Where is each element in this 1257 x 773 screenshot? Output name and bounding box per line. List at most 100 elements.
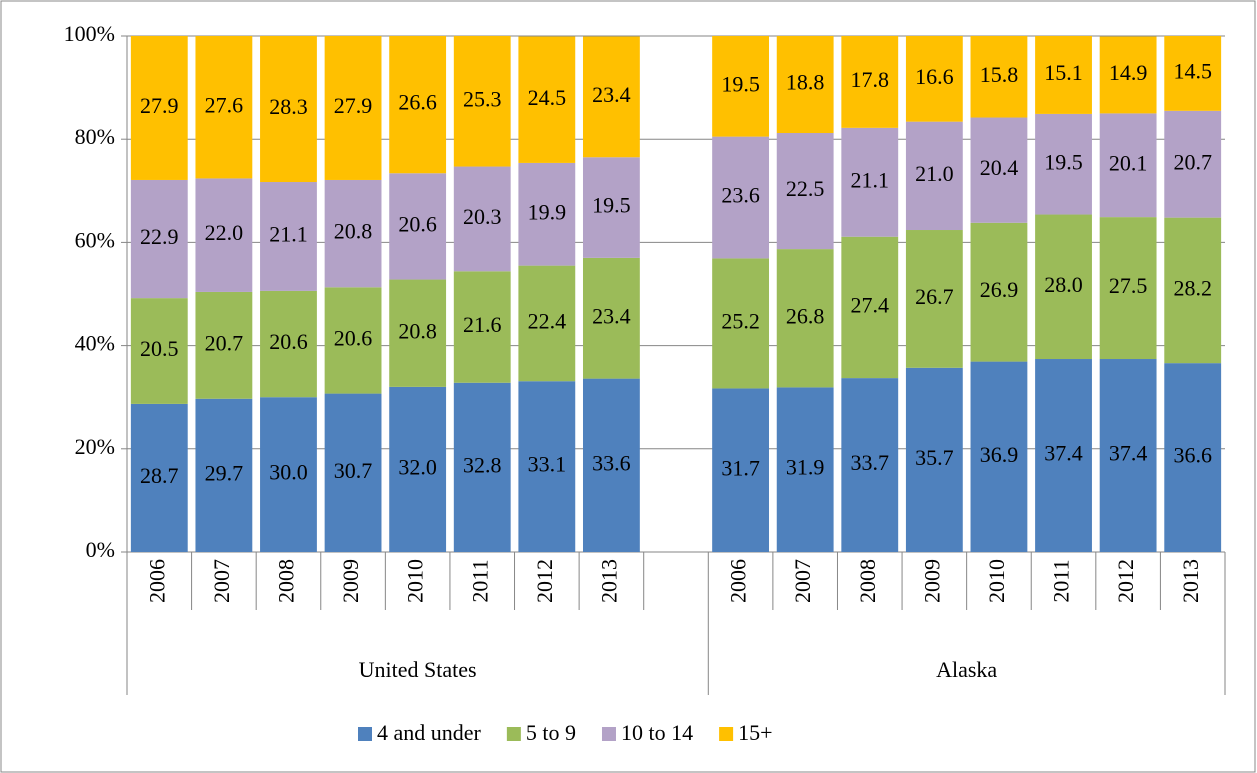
legend-swatch [719,727,734,741]
data-label: 27.9 [140,93,179,118]
x-tick-label: 2006 [144,559,169,603]
bar-segment [841,236,899,379]
bar-segment [582,36,640,158]
x-tick-label: 2013 [1178,559,1203,603]
x-tick-label: 2006 [726,559,751,603]
bar-segment [195,178,253,292]
data-label: 20.4 [980,155,1019,180]
data-label: 23.6 [721,183,760,208]
data-label: 23.4 [592,303,631,328]
bar-segment [841,127,899,237]
bar-segment [1164,217,1222,364]
data-label: 20.7 [205,330,244,355]
legend-label: 5 to 9 [526,720,576,745]
bar-segment [712,258,770,389]
data-label: 30.0 [269,460,308,485]
data-label: 21.1 [851,167,890,192]
data-label: 25.3 [463,86,502,111]
bar-segment [518,162,576,266]
data-label: 19.5 [592,193,631,218]
bar-segment [1164,110,1222,218]
bar-segment [582,378,640,552]
data-label: 27.5 [1109,273,1148,298]
data-label: 20.8 [334,219,373,244]
bar-segment [970,36,1028,118]
legend-label: 4 and under [377,720,482,745]
bar-segment [582,257,640,379]
data-label: 20.6 [334,325,373,350]
data-label: 26.6 [398,90,437,115]
bar-segment [1164,36,1222,111]
data-label: 22.9 [140,224,179,249]
y-tick-label: 80% [75,124,115,149]
bar-segment [453,382,511,552]
data-label: 32.8 [463,452,502,477]
bar-segment [260,397,317,552]
x-tick-label: 2008 [855,559,880,603]
bar-segment [324,36,382,180]
data-label: 36.9 [980,442,1019,467]
data-label: 20.3 [463,204,502,229]
data-label: 37.4 [1044,441,1083,466]
bar-segment [518,381,576,552]
x-tick-label: 2009 [919,559,944,603]
data-label: 27.4 [851,292,890,317]
bar-segment [1099,217,1157,360]
data-label: 21.1 [269,222,308,247]
data-label: 20.7 [1173,149,1212,174]
data-label: 18.8 [786,70,825,95]
data-label: 27.6 [205,92,244,117]
bar-segment [1099,359,1157,552]
data-label: 26.9 [980,277,1019,302]
bar-segment [195,36,253,179]
bar-segment [582,157,640,258]
bar-segment [1099,36,1157,114]
bar-segment [970,222,1028,362]
data-label: 35.7 [915,445,954,470]
data-label: 26.7 [915,284,954,309]
data-label: 15.8 [980,62,1019,87]
data-label: 20.6 [398,211,437,236]
bar-segment [130,403,188,552]
data-label: 31.7 [721,455,760,480]
bar-segment [453,166,511,272]
data-label: 20.1 [1109,150,1148,175]
bar-segment [195,398,253,552]
bar-segment [453,36,511,167]
bar-segment [970,117,1028,223]
bar-segment [905,121,963,231]
data-label: 37.4 [1109,441,1148,466]
bar-segment [1099,113,1157,218]
bar-segment [905,36,963,122]
y-tick-label: 20% [75,434,115,459]
bar-segment [260,290,317,398]
bar-segment [905,367,963,552]
legend-label: 10 to 14 [621,720,693,745]
bar-segment [130,298,188,404]
bar-segment [389,279,447,387]
data-label: 22.0 [205,220,244,245]
data-label: 33.6 [592,450,631,475]
bar-segment [260,36,317,183]
bar-segment [389,36,447,174]
bar-segment [130,179,188,299]
data-label: 28.3 [269,94,308,119]
x-tick-label: 2007 [209,559,234,603]
bar-segment [518,36,576,163]
data-label: 25.2 [721,308,760,333]
bar-segment [389,173,447,280]
bar-segment [1035,359,1092,552]
bar-segment [776,133,834,250]
x-tick-label: 2010 [984,559,1009,603]
x-tick-label: 2009 [338,559,363,603]
data-label: 16.6 [915,64,954,89]
y-tick-label: 40% [75,331,115,356]
bar-segment [324,179,382,288]
data-label: 28.2 [1173,275,1212,300]
x-tick-label: 2007 [790,559,815,603]
bar-segment [841,378,899,552]
data-label: 32.0 [398,454,437,479]
group-label: Alaska [936,657,997,682]
data-label: 22.5 [786,176,825,201]
